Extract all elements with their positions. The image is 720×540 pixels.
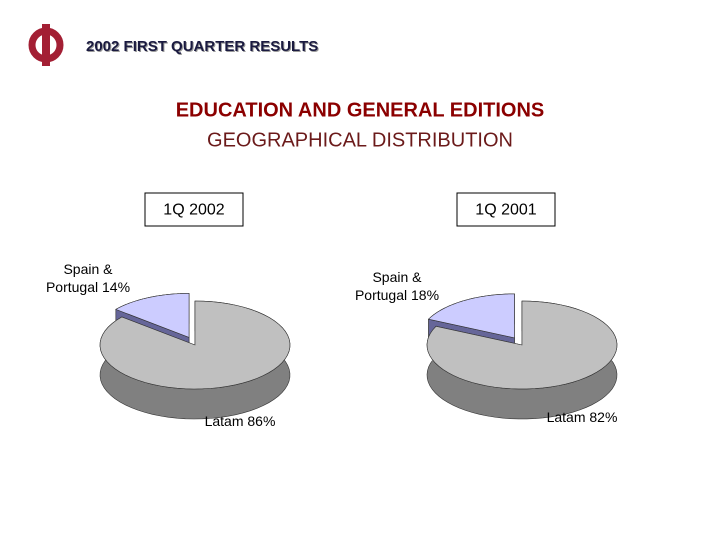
label-value: 82% (589, 409, 617, 425)
data-label: Spain & Portugal 18% (355, 269, 439, 303)
header-shadow: 2002 FIRST QUARTER RESULTS (87, 39, 319, 56)
slice (426, 300, 618, 390)
label-value: 14% (102, 279, 130, 295)
data-label: Spain & Portugal 14% (46, 261, 130, 295)
label-category: Spain & (372, 269, 422, 285)
logo (28, 24, 64, 66)
header-title: 2002 FIRST QUARTER RESULTS (86, 38, 318, 55)
data-label: Latam 86% (205, 413, 276, 429)
label-category: Spain & (63, 261, 113, 277)
label-value: 86% (247, 413, 275, 429)
label-category: Latam (547, 409, 586, 425)
label-category-rest: Portugal (46, 279, 102, 295)
label-value: 18% (411, 287, 439, 303)
chart-title: 1Q 2001 (475, 202, 536, 219)
chart-title-box (456, 192, 556, 227)
slide-title: EDUCATION AND GENERAL EDITIONS (176, 99, 545, 121)
chart-title-box (144, 192, 244, 227)
slide-subtitle: GEOGRAPHICAL DISTRIBUTION (207, 129, 513, 151)
slice (115, 293, 190, 338)
slice (427, 293, 515, 339)
label-category: Latam (205, 413, 244, 429)
chart-title: 1Q 2002 (163, 202, 224, 219)
data-label: Latam 82% (547, 409, 618, 425)
slice (99, 300, 291, 390)
label-category-rest: Portugal (355, 287, 411, 303)
